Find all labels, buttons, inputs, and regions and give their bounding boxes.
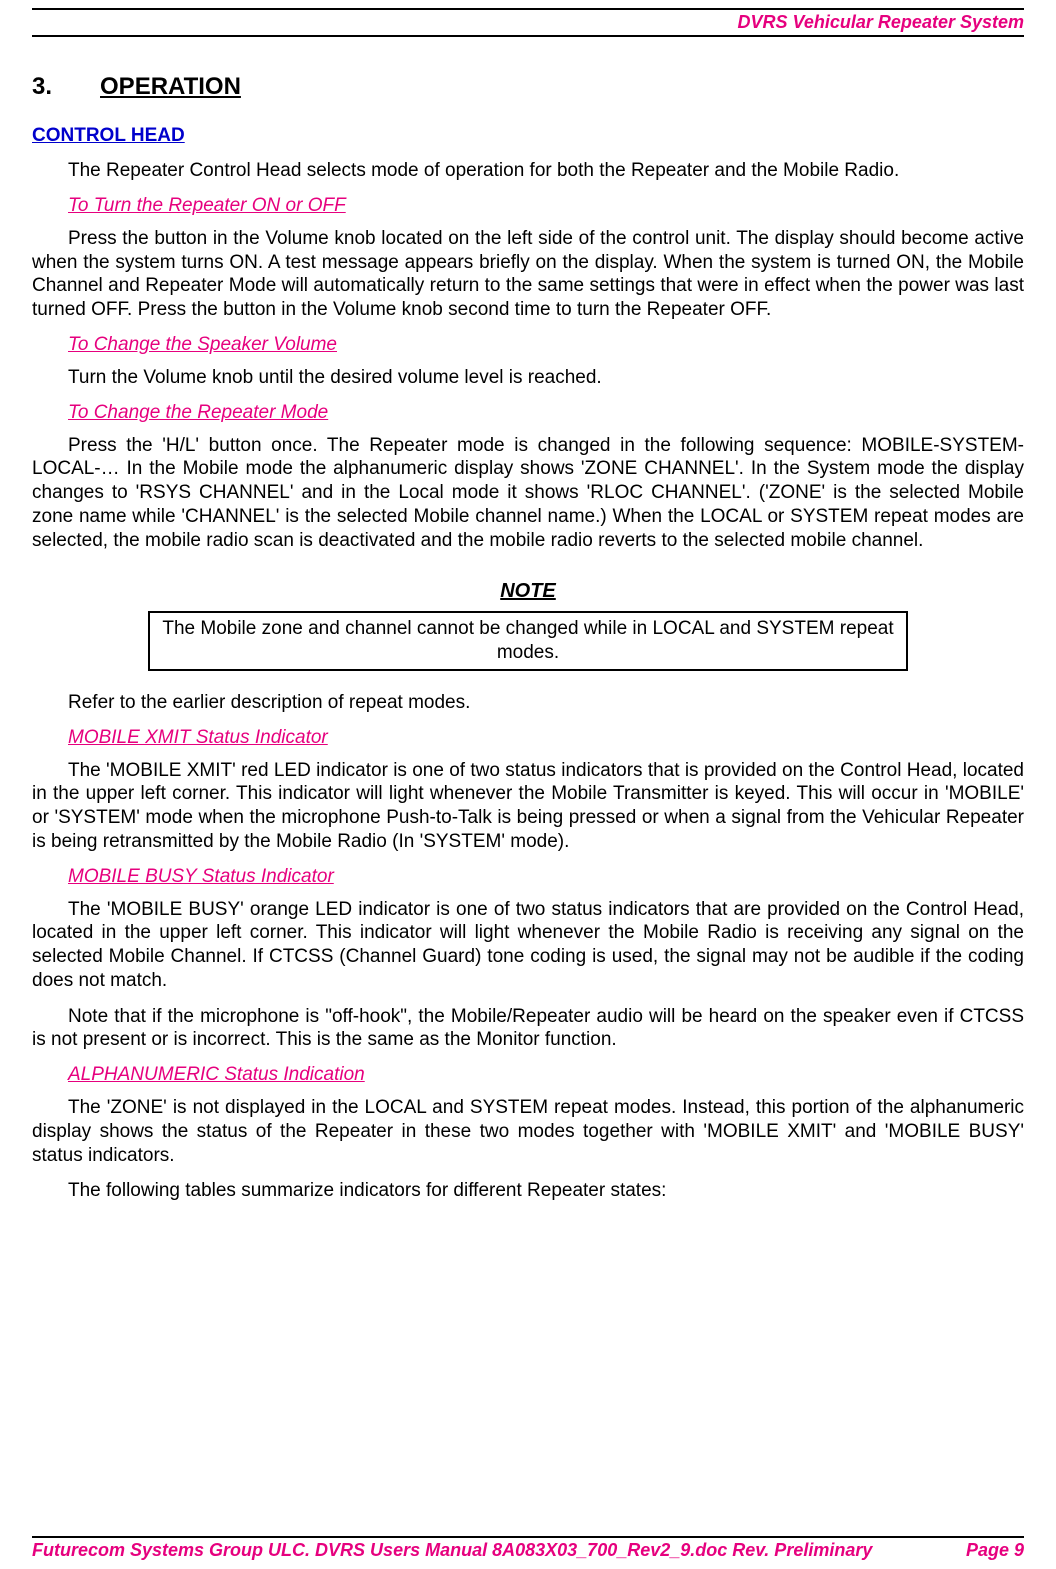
note-text: The Mobile zone and channel cannot be ch…: [162, 618, 893, 663]
section-number: 3.: [32, 73, 52, 101]
heading-alpha: ALPHANUMERIC Status Indication: [68, 1064, 1024, 1086]
heading-repeater-mode: To Change the Repeater Mode: [68, 402, 1024, 424]
footer-right: Page 9: [966, 1540, 1024, 1561]
para-busy-1: The 'MOBILE BUSY' orange LED indicator i…: [32, 898, 1024, 993]
section-title: OPERATION: [100, 73, 241, 100]
para-turn-on-off: Press the button in the Volume knob loca…: [32, 227, 1024, 322]
footer-row: Futurecom Systems Group ULC. DVRS Users …: [32, 1540, 1024, 1561]
para-alpha-2: The following tables summarize indicator…: [32, 1179, 1024, 1203]
heading-xmit: MOBILE XMIT Status Indicator: [68, 727, 1024, 749]
note-title: NOTE: [32, 580, 1024, 603]
footer: Futurecom Systems Group ULC. DVRS Users …: [32, 1536, 1024, 1561]
para-speaker-volume: Turn the Volume knob until the desired v…: [32, 366, 1024, 390]
para-xmit: The 'MOBILE XMIT' red LED indicator is o…: [32, 759, 1024, 854]
footer-left: Futurecom Systems Group ULC. DVRS Users …: [32, 1540, 872, 1561]
header-rule-bottom: [32, 35, 1024, 37]
footer-rule: [32, 1536, 1024, 1538]
note-box: The Mobile zone and channel cannot be ch…: [148, 611, 908, 671]
para-repeater-mode: Press the 'H/L' button once. The Repeate…: [32, 434, 1024, 553]
para-busy-2: Note that if the microphone is "off-hook…: [32, 1005, 1024, 1053]
para-alpha-1: The 'ZONE' is not displayed in the LOCAL…: [32, 1096, 1024, 1167]
heading-control-head: CONTROL HEAD: [32, 125, 1024, 147]
heading-turn-on-off: To Turn the Repeater ON or OFF: [68, 195, 1024, 217]
section-heading: 3. OPERATION: [32, 73, 1024, 101]
header-rule-top: [32, 8, 1024, 10]
heading-busy: MOBILE BUSY Status Indicator: [68, 866, 1024, 888]
para-refer: Refer to the earlier description of repe…: [32, 691, 1024, 715]
para-control-head-intro: The Repeater Control Head selects mode o…: [68, 159, 1024, 183]
header-title: DVRS Vehicular Repeater System: [32, 12, 1024, 33]
document-page: DVRS Vehicular Repeater System 3. OPERATI…: [0, 0, 1056, 1569]
heading-speaker-volume: To Change the Speaker Volume: [68, 334, 1024, 356]
